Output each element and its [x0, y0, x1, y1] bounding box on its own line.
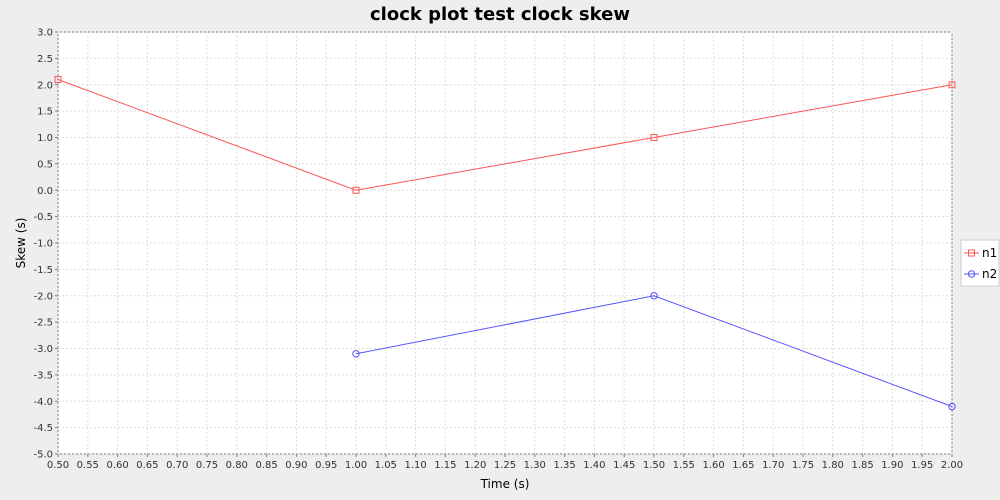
legend-marker-n1	[968, 249, 975, 257]
x-tick-label: 0.50	[47, 460, 69, 471]
x-axis-ticks: 0.50 0.55 0.60 0.65 0.70 0.75 0.80 0.85 0.90 0.95…	[47, 454, 963, 471]
x-tick-label: 1.85	[851, 460, 873, 471]
y-axis-ticks: 3.0 2.5 2.0 1.5 1.0 0.5 0.0 -0.5 -1.0 -1.5 -2.0 -2.…	[33, 28, 58, 461]
x-tick-label: 0.60	[106, 460, 128, 471]
x-tick-label: 1.05	[375, 460, 397, 471]
legend-label-n1: n1	[982, 246, 997, 260]
x-tick-label: 0.80	[226, 460, 248, 471]
x-tick-label: 1.95	[911, 460, 933, 471]
x-tick-label: 1.80	[822, 460, 844, 471]
data-point-n2	[650, 292, 658, 300]
x-tick-label: 1.30	[524, 460, 546, 471]
series-n2	[352, 292, 956, 411]
x-tick-label: 1.50	[643, 460, 665, 471]
x-tick-label: 1.75	[792, 460, 814, 471]
y-tick-label: -1.0	[33, 239, 53, 250]
y-tick-label: -4.5	[33, 423, 53, 434]
x-tick-label: 1.90	[881, 460, 903, 471]
x-tick-label: 1.15	[434, 460, 456, 471]
x-tick-label: 0.75	[196, 460, 218, 471]
series-line-n2	[355, 295, 953, 407]
y-tick-label: -5.0	[33, 450, 53, 461]
y-tick-label: 1.5	[37, 107, 53, 118]
y-axis-label: Skew (s)	[14, 218, 28, 269]
x-tick-label: 1.20	[464, 460, 486, 471]
y-tick-label: -1.5	[33, 265, 53, 276]
y-tick-label: -0.5	[33, 212, 53, 223]
x-tick-label: 0.85	[255, 460, 277, 471]
legend-marker-n2	[967, 270, 976, 278]
plot-area	[57, 31, 953, 455]
data-point-n1	[54, 75, 62, 83]
x-tick-label: 0.65	[136, 460, 158, 471]
legend: n1 n2	[960, 239, 1000, 287]
data-point-n1	[948, 81, 956, 89]
x-tick-label: 1.60	[702, 460, 724, 471]
y-tick-label: 3.0	[37, 28, 53, 39]
chart-title: clock plot test clock skew	[370, 4, 630, 25]
x-tick-label: 1.70	[762, 460, 784, 471]
y-tick-label: -2.5	[33, 318, 53, 329]
x-tick-label: 2.00	[941, 460, 963, 471]
legend-box	[960, 239, 1000, 287]
legend-label-n2: n2	[982, 267, 997, 281]
series-line-n1	[57, 79, 953, 191]
series-layer	[54, 75, 956, 411]
y-tick-label: -3.5	[33, 370, 53, 381]
data-point-n1	[650, 134, 658, 141]
x-tick-label: 1.45	[613, 460, 635, 471]
data-point-n2	[352, 350, 360, 358]
x-tick-label: 1.55	[673, 460, 695, 471]
x-tick-label: 0.55	[77, 460, 99, 471]
y-tick-label: 0.5	[37, 159, 53, 170]
y-tick-label: 1.0	[37, 133, 53, 144]
x-tick-label: 0.90	[285, 460, 307, 471]
y-tick-label: -4.0	[33, 397, 53, 408]
data-point-n1	[352, 186, 360, 194]
series-n1	[54, 75, 956, 194]
y-tick-label: 2.5	[37, 54, 53, 65]
data-point-n2	[948, 402, 956, 411]
y-tick-label: 0.0	[37, 186, 53, 197]
x-axis-label: Time (s)	[480, 477, 530, 491]
x-tick-label: 1.00	[345, 460, 367, 471]
x-tick-label: 1.10	[404, 460, 426, 471]
x-tick-label: 1.65	[732, 460, 754, 471]
x-tick-label: 1.35	[553, 460, 575, 471]
x-tick-label: 1.25	[494, 460, 516, 471]
x-tick-label: 0.95	[315, 460, 337, 471]
y-tick-label: -2.0	[33, 291, 53, 302]
y-tick-label: 2.0	[37, 80, 53, 91]
y-tick-label: -3.0	[33, 344, 53, 355]
x-tick-label: 0.70	[166, 460, 188, 471]
x-tick-label: 1.40	[583, 460, 605, 471]
